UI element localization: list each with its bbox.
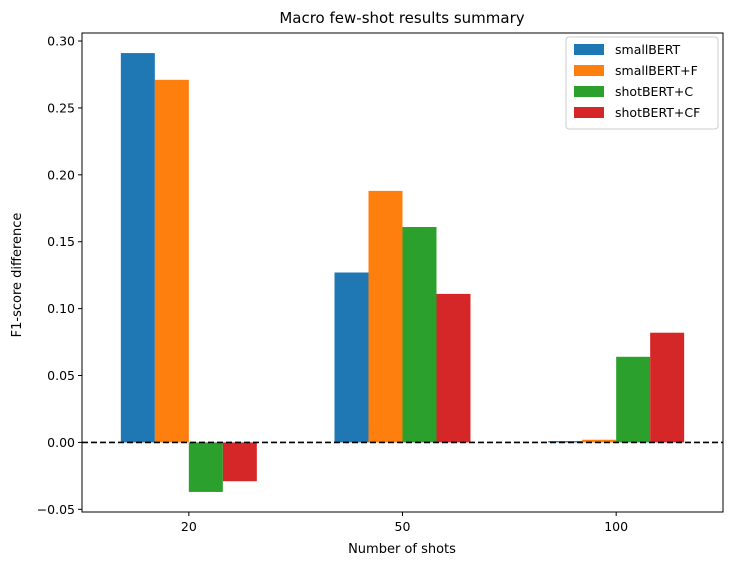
bar [222, 442, 257, 482]
x-axis: 20 50 100 [181, 512, 628, 534]
bar [582, 439, 617, 443]
y-tick-label: 0.10 [47, 301, 75, 316]
chart-title: Macro few-shot results summary [279, 9, 524, 27]
x-axis-title: Number of shots [348, 542, 456, 557]
bar [334, 272, 369, 443]
legend-swatch [574, 107, 604, 118]
bar [368, 190, 403, 443]
bar [616, 356, 651, 443]
plot-area [81, 32, 724, 513]
legend-label: smallBERT [615, 42, 681, 57]
bar [120, 53, 155, 443]
y-axis-title: F1-score difference [10, 213, 25, 338]
y-tick-label: 0.20 [47, 167, 75, 182]
legend-label: shotBERT+CF [615, 105, 700, 120]
legend-label: shotBERT+C [615, 84, 693, 99]
y-tick-label: 0.15 [47, 234, 75, 249]
x-tick-label: 50 [395, 519, 411, 534]
y-tick-label: 0.30 [47, 34, 75, 49]
bar [436, 293, 471, 443]
bar [548, 441, 583, 443]
bar [650, 332, 685, 443]
x-tick-label: 100 [604, 519, 628, 534]
bar [154, 79, 189, 443]
bar [402, 227, 437, 443]
legend-swatch [574, 44, 604, 55]
x-tick-label: 20 [181, 519, 197, 534]
legend-swatch [574, 65, 604, 76]
y-axis: −0.05 0.00 0.05 0.10 0.15 0.20 0.25 0.30 [37, 34, 82, 517]
y-tick-label: 0.05 [47, 368, 75, 383]
y-tick-label: −0.05 [37, 502, 75, 517]
bar [188, 442, 223, 492]
legend-box [565, 36, 719, 130]
legend-label: smallBERT+F [615, 63, 698, 78]
legend-swatch [574, 86, 604, 97]
legend: smallBERT smallBERT+F shotBERT+C shotBERT+C… [565, 36, 719, 130]
y-tick-label: 0.25 [47, 100, 75, 115]
y-tick-label: 0.00 [47, 435, 75, 450]
